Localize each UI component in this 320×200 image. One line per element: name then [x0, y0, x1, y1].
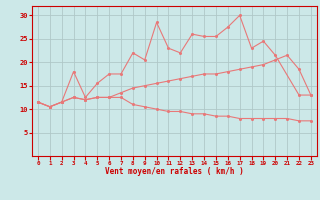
X-axis label: Vent moyen/en rafales ( km/h ): Vent moyen/en rafales ( km/h ): [105, 167, 244, 176]
